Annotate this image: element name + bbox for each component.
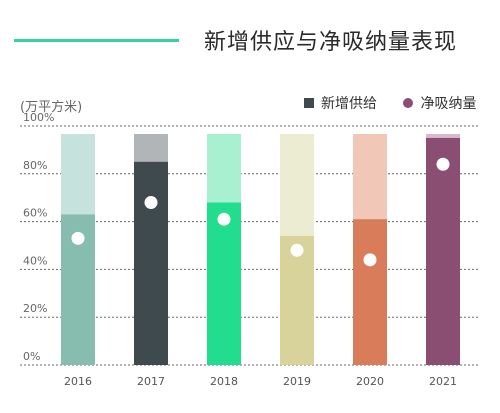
bar-supply — [280, 235, 314, 365]
bar-supply — [207, 202, 241, 365]
legend-swatch-absorption — [403, 98, 414, 108]
y-tick-label: 100% — [23, 111, 54, 124]
dot-absorption — [71, 231, 85, 245]
x-tick-label: 2019 — [283, 375, 311, 388]
y-tick-label: 60% — [23, 207, 47, 220]
bar-supply — [426, 137, 460, 365]
x-tick-label: 2021 — [429, 375, 457, 388]
title-accent-line — [14, 39, 179, 42]
legend-label-supply: 新增供给 — [321, 96, 377, 112]
x-tick-label: 2018 — [210, 375, 238, 388]
dot-absorption — [436, 157, 450, 171]
y-tick-label: 80% — [23, 159, 47, 172]
legend-item-absorption: 净吸纳量 — [403, 93, 476, 113]
x-tick-label: 2016 — [64, 375, 92, 388]
legend-label-absorption: 净吸纳量 — [420, 96, 477, 112]
chart-title: 新增供应与净吸纳量表现 — [204, 30, 458, 55]
legend-item-supply: 新增供给 — [304, 93, 377, 113]
dot-absorption — [217, 212, 231, 226]
y-tick-label: 0% — [23, 350, 40, 363]
x-tick-label: 2017 — [137, 375, 165, 388]
y-tick-label: 20% — [23, 302, 47, 315]
bar-supply — [134, 161, 168, 365]
unit-label: (万平方米) — [20, 100, 83, 115]
dot-absorption — [144, 195, 158, 209]
x-tick-label: 2020 — [356, 375, 384, 388]
dot-absorption — [363, 253, 377, 267]
dot-absorption — [290, 243, 304, 257]
bar-supply — [353, 219, 387, 365]
y-tick-label: 40% — [23, 254, 47, 267]
legend-swatch-supply — [304, 98, 314, 108]
legend: 新增供给 净吸纳量 — [304, 93, 476, 113]
